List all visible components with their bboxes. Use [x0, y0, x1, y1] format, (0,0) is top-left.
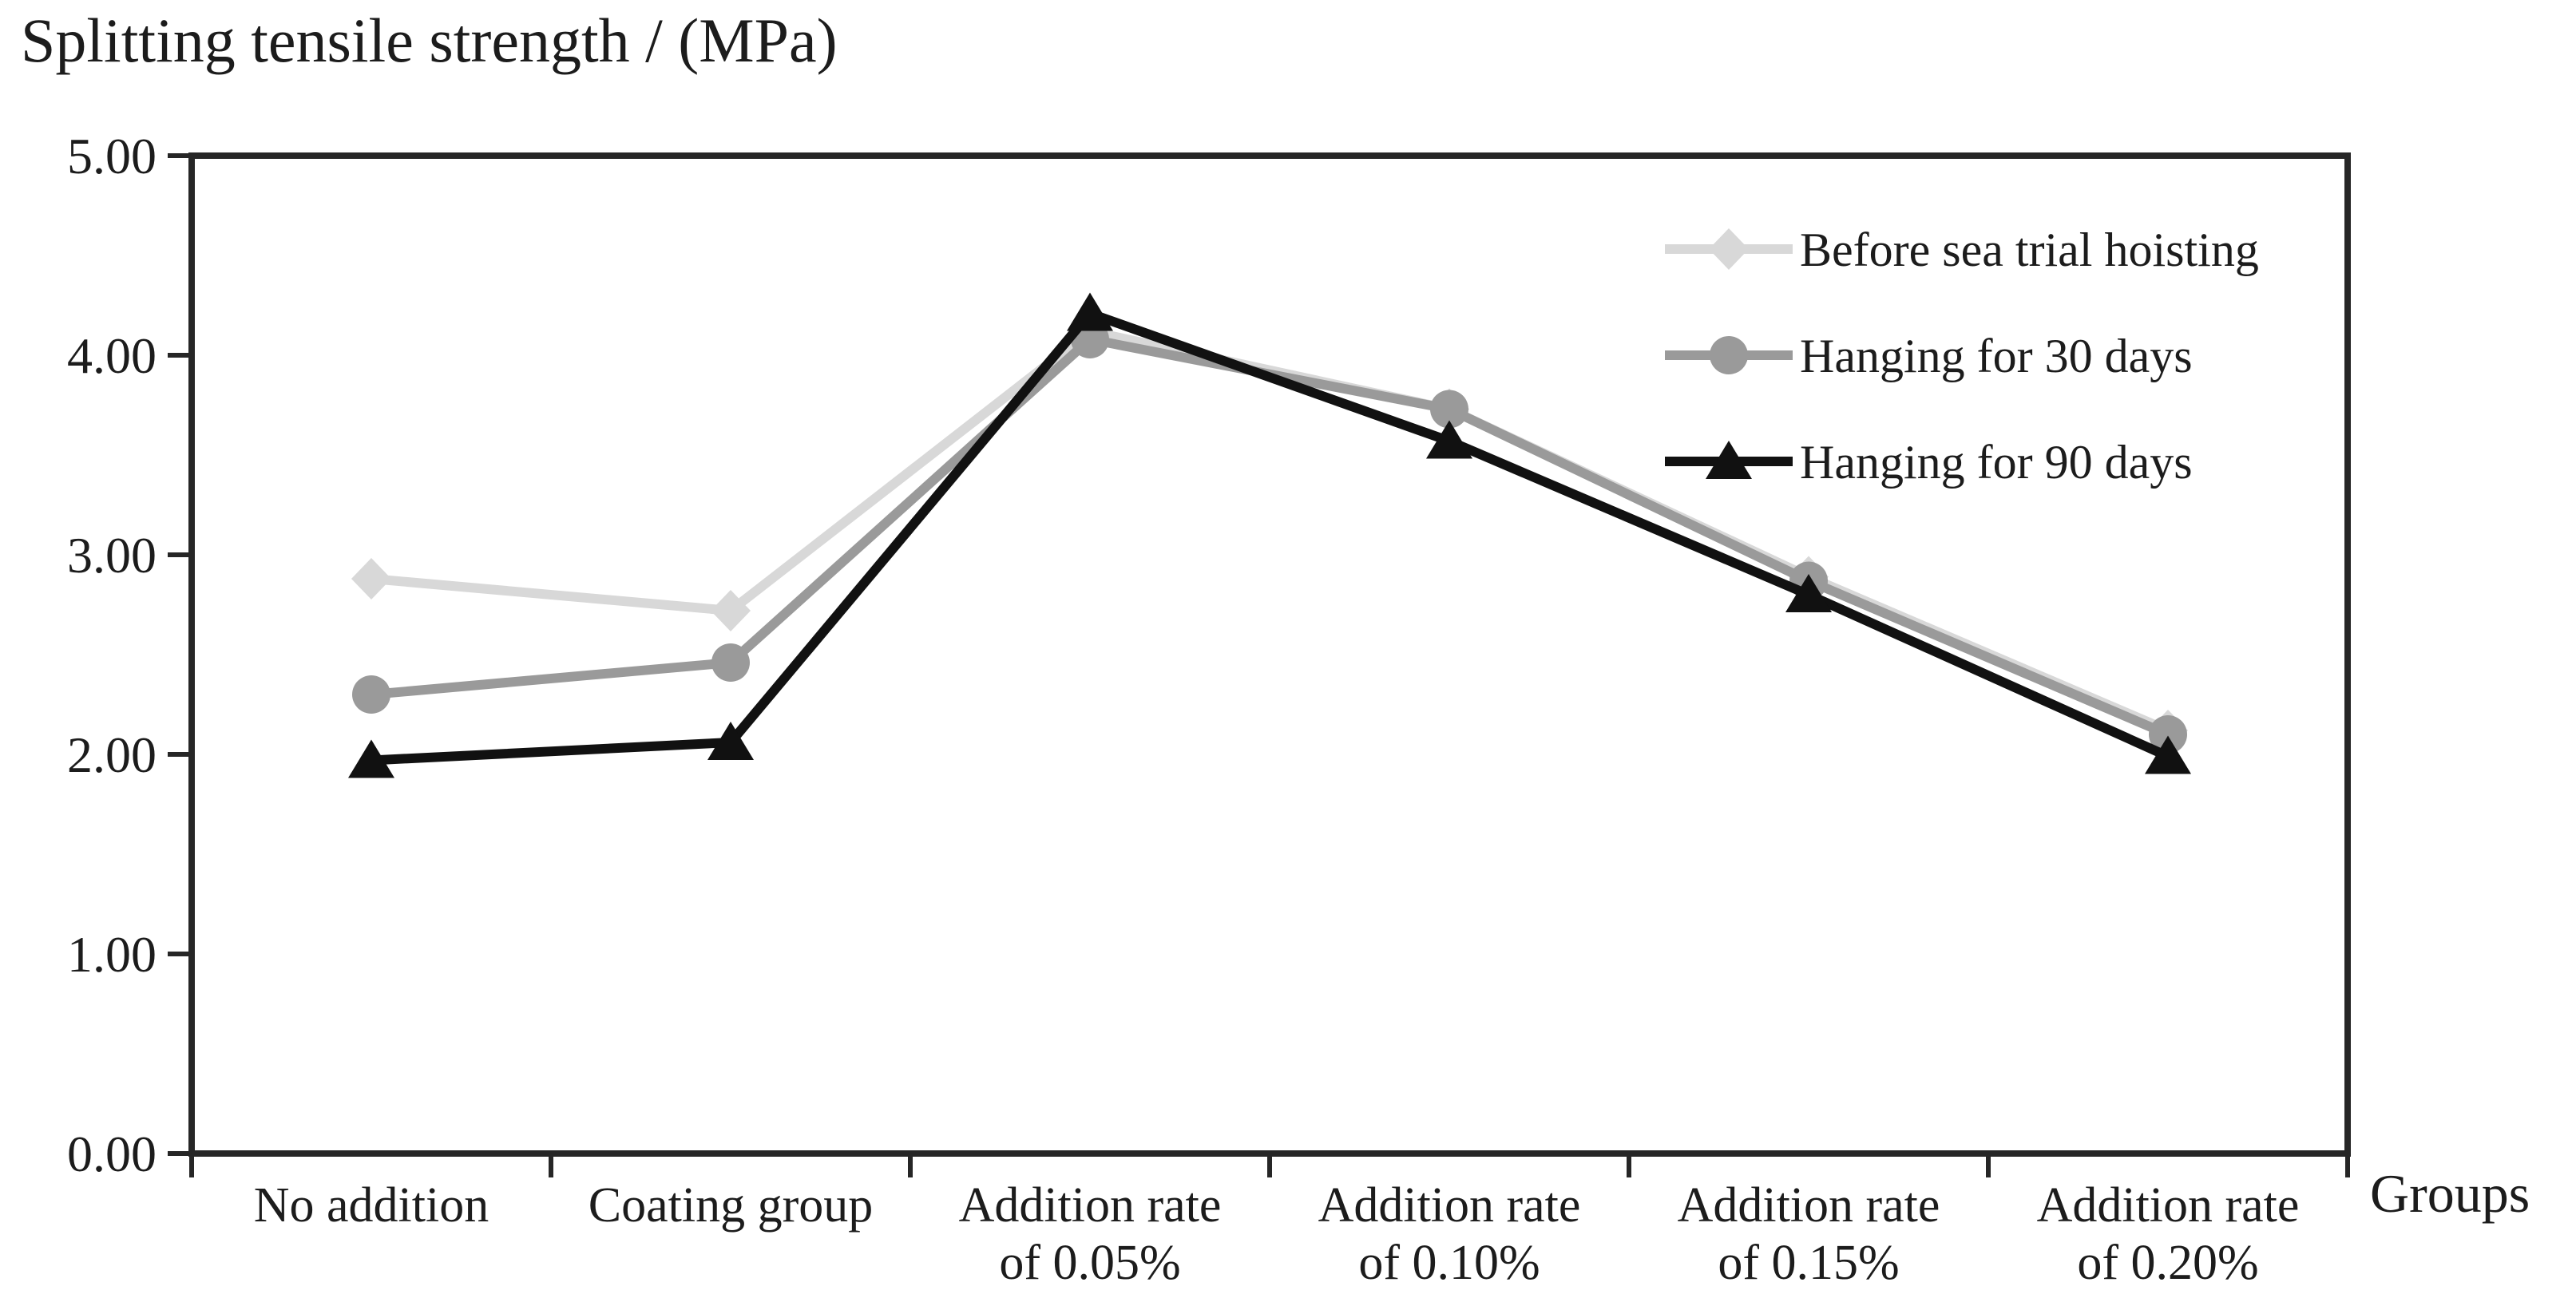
legend-label: Before sea trial hoisting	[1800, 224, 2259, 276]
series-3-marker-triangle	[1067, 292, 1113, 331]
y-tick-label: 0.00	[67, 1126, 157, 1182]
series-3-marker-triangle	[1426, 420, 1472, 459]
x-category-label: Addition rate of 0.10%	[1318, 1178, 1581, 1290]
legend-circle-icon	[1710, 336, 1748, 374]
series-2-marker-circle	[1430, 390, 1468, 429]
plot-root: 0.00 1.00 2.00 3.00 4.00 5.00 No addition Coati…	[67, 128, 2351, 1290]
y-axis-title: Splitting tensile strength / (MPa)	[21, 6, 838, 75]
legend-label: Hanging for 30 days	[1800, 330, 2193, 382]
series-3-marker-triangle	[348, 739, 394, 778]
plot-border	[188, 152, 2351, 1157]
series-3-marker-triangle	[1785, 574, 1832, 612]
legend-triangle-icon	[1706, 441, 1752, 479]
series-1-marker-diamond	[351, 558, 391, 600]
x-category-label: Addition rate of 0.05%	[959, 1178, 1222, 1290]
y-tick-label: 4.00	[67, 327, 157, 384]
x-axis-title: Groups	[2370, 1163, 2530, 1224]
x-category-label: Coating group	[589, 1178, 873, 1233]
y-tick-label: 3.00	[67, 527, 157, 584]
y-tick-label: 1.00	[67, 926, 157, 983]
x-category-label: No addition	[254, 1178, 489, 1233]
series-3-marker-triangle	[707, 722, 754, 760]
series-1-marker-diamond	[711, 590, 751, 631]
series-line-3	[371, 307, 2170, 766]
series-2-marker-circle	[352, 675, 390, 714]
series-2-marker-circle	[711, 643, 750, 682]
series-3-marker-triangle	[2145, 735, 2191, 774]
legend-label: Hanging for 90 days	[1800, 436, 2193, 489]
x-category-label: Addition rate of 0.20%	[2037, 1178, 2300, 1290]
x-category-label: Addition rate of 0.15%	[1678, 1178, 1940, 1290]
series-2-marker-circle	[2149, 715, 2187, 754]
y-tick-label: 5.00	[67, 128, 157, 184]
series-line-2	[371, 334, 2170, 739]
y-tick-label: 2.00	[67, 726, 157, 783]
legend-diamond-icon	[1709, 228, 1749, 270]
